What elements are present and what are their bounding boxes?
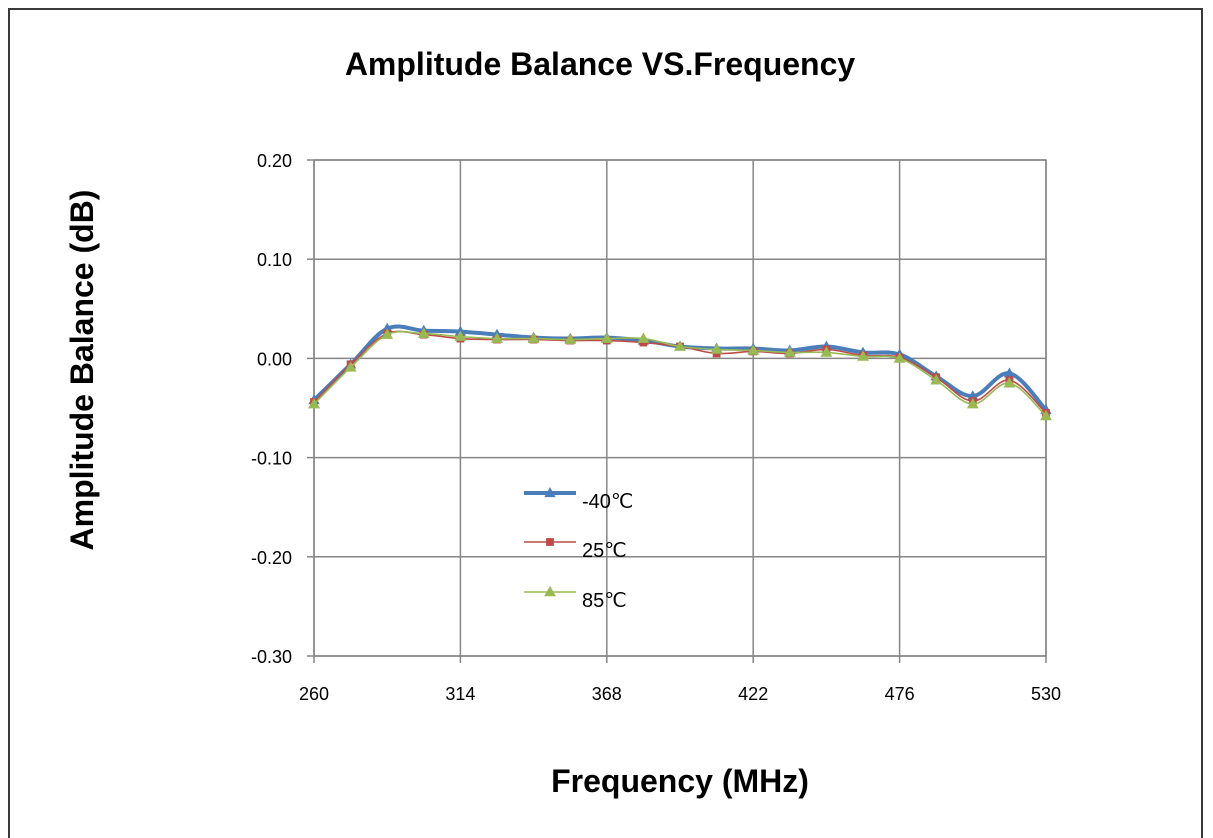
data-point [454, 330, 467, 341]
chart-title: Amplitude Balance VS.Frequency [345, 46, 856, 82]
legend-label: 25℃ [582, 540, 627, 562]
legend: -40℃ 25℃ 85℃ [524, 487, 633, 612]
y-axis-title: Amplitude Balance (dB) [64, 190, 100, 551]
data-point [1003, 377, 1016, 388]
data-point [710, 343, 723, 354]
x-axis-title: Frequency (MHz) [551, 763, 809, 799]
data-point [381, 328, 394, 339]
y-tick-label: -0.20 [251, 548, 292, 568]
legend-marker [544, 487, 556, 498]
x-tick-label: 368 [592, 684, 622, 704]
data-point [966, 397, 979, 409]
x-tick-label: 260 [299, 684, 329, 704]
y-tick-label: -0.30 [251, 647, 292, 667]
data-point [527, 332, 540, 343]
data-point [930, 374, 943, 385]
data-point [820, 346, 833, 357]
data-point [783, 346, 796, 357]
data-point [637, 332, 650, 343]
y-tick-label: 0.20 [257, 151, 292, 171]
x-tick-label: 530 [1031, 684, 1061, 704]
legend-item: -40℃ [524, 487, 633, 513]
data-point [344, 361, 357, 372]
data-point [417, 327, 430, 338]
plot-border [313, 159, 1047, 657]
data-point [747, 344, 760, 355]
x-tick-label: 476 [885, 684, 915, 704]
x-tick-label: 422 [738, 684, 768, 704]
y-tick-label: 0.10 [257, 250, 292, 270]
legend-marker [546, 538, 554, 546]
data-point [564, 333, 577, 344]
data-point [893, 352, 906, 363]
data-point [308, 397, 320, 409]
legend-marker [544, 585, 556, 597]
legend-label: -40℃ [582, 491, 633, 513]
legend-label: 85℃ [582, 590, 627, 612]
data-point [1040, 409, 1052, 421]
legend-item: 85℃ [524, 585, 627, 612]
chart-frame [8, 8, 1203, 838]
data-point [674, 340, 686, 351]
y-tick-label: -0.10 [251, 449, 292, 469]
data-point [600, 332, 613, 343]
x-tick-label: 314 [445, 684, 475, 704]
legend-item: 25℃ [524, 538, 627, 562]
plot-area: 260 314 368 422 476 530 0.20 0.10 0.00 -0.10 -0.20… [251, 151, 1061, 704]
data-point [491, 332, 503, 343]
y-tick-label: 0.00 [257, 349, 292, 369]
data-point [857, 350, 869, 361]
series-2 [308, 327, 1052, 421]
